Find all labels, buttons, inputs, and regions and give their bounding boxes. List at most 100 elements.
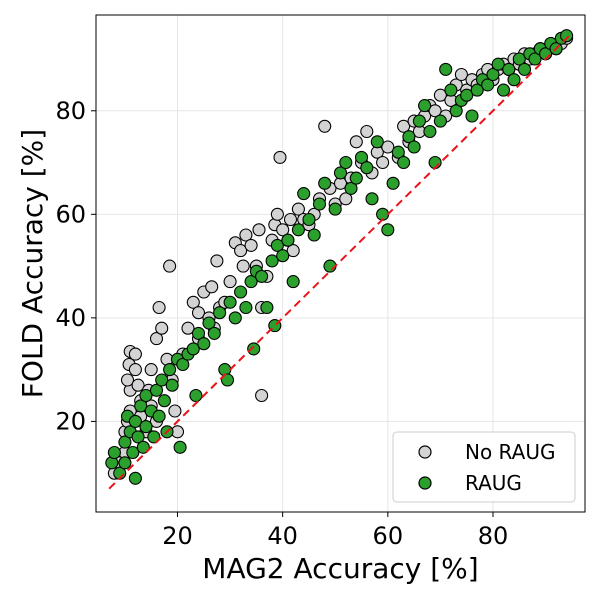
data-point (239, 300, 253, 315)
data-point (360, 124, 374, 139)
x-axis-title: MAG2 Accuracy [%] (202, 552, 478, 585)
data-point (302, 212, 316, 227)
data-point (189, 388, 203, 403)
data-point (128, 347, 142, 361)
data-point (460, 88, 474, 102)
data-point (197, 337, 211, 351)
y-tick-label: 20 (55, 407, 86, 435)
data-point (318, 176, 332, 190)
data-point (155, 373, 169, 387)
data-point (220, 373, 235, 387)
series-no-raug (107, 31, 574, 480)
data-point (376, 155, 390, 170)
legend: No RAUG RAUG (392, 431, 576, 503)
legend-label-no-raug: No RAUG (465, 440, 555, 464)
data-point (128, 471, 142, 485)
data-point (344, 181, 358, 195)
data-point (244, 238, 258, 252)
data-point (163, 259, 177, 273)
data-point (228, 311, 242, 325)
data-point (207, 326, 221, 340)
legend-marker-raug (418, 476, 432, 490)
data-point (168, 404, 182, 418)
data-point (202, 316, 216, 330)
y-tick-label: 40 (55, 304, 86, 332)
data-point (365, 192, 379, 206)
y-axis-title: FOLD Accuracy [%] (16, 129, 49, 398)
x-tick-label: 40 (267, 522, 298, 550)
data-point (354, 150, 369, 164)
data-point (186, 295, 200, 309)
data-point (465, 109, 479, 123)
data-point (152, 409, 166, 423)
data-point (276, 249, 290, 263)
x-tick-label: 80 (478, 522, 509, 550)
y-tick-label: 80 (55, 97, 86, 125)
data-point (291, 223, 305, 237)
data-point (134, 399, 148, 413)
data-point (136, 440, 150, 454)
data-point (163, 363, 177, 377)
x-tick-label: 20 (162, 522, 193, 550)
data-point (360, 161, 374, 175)
data-point (397, 119, 411, 133)
data-point (449, 104, 463, 118)
data-point (176, 357, 190, 372)
plot-area (105, 29, 574, 490)
data-point (349, 135, 363, 149)
legend-label-raug: RAUG (465, 471, 522, 495)
data-point (433, 88, 447, 102)
data-point (128, 414, 142, 428)
data-point (512, 52, 526, 66)
data-point (281, 233, 295, 247)
data-point (391, 145, 405, 159)
x-tick-label: 60 (373, 522, 404, 550)
data-point (517, 62, 532, 76)
y-tick-label: 60 (55, 200, 86, 228)
data-point (128, 363, 142, 377)
data-point (186, 342, 200, 356)
data-point (307, 228, 321, 242)
data-point (333, 166, 348, 180)
points-layer (105, 29, 574, 485)
legend-box (392, 431, 576, 503)
data-point (118, 435, 132, 449)
data-point (486, 67, 500, 82)
data-point (149, 332, 164, 346)
data-point (191, 306, 206, 320)
data-point (560, 29, 574, 43)
y-axis-ticks: 20 40 60 80 (55, 97, 96, 435)
data-point (276, 223, 290, 237)
data-point (339, 192, 353, 206)
data-point (118, 456, 132, 470)
data-point (131, 430, 145, 444)
legend-marker-no-raug (418, 445, 432, 459)
data-point (381, 223, 395, 237)
data-point (433, 114, 447, 128)
data-point (397, 155, 411, 170)
data-point (402, 130, 416, 144)
data-point (234, 285, 248, 299)
data-point (528, 52, 542, 66)
data-point (412, 114, 426, 128)
data-point (147, 430, 161, 444)
data-point (139, 388, 153, 403)
data-point (239, 228, 253, 242)
data-point (370, 135, 384, 149)
data-point (223, 295, 237, 309)
data-point (502, 62, 516, 76)
data-point (149, 383, 164, 397)
data-point (173, 440, 187, 454)
data-point (107, 445, 121, 460)
identity-reference-line (108, 32, 573, 490)
data-point (120, 373, 135, 387)
plot-frame (95, 14, 586, 513)
data-point (328, 202, 342, 216)
data-point (283, 212, 298, 227)
data-point (423, 124, 437, 139)
data-point (444, 83, 458, 97)
data-point (139, 420, 153, 434)
data-point (155, 321, 169, 335)
data-point (213, 306, 227, 320)
